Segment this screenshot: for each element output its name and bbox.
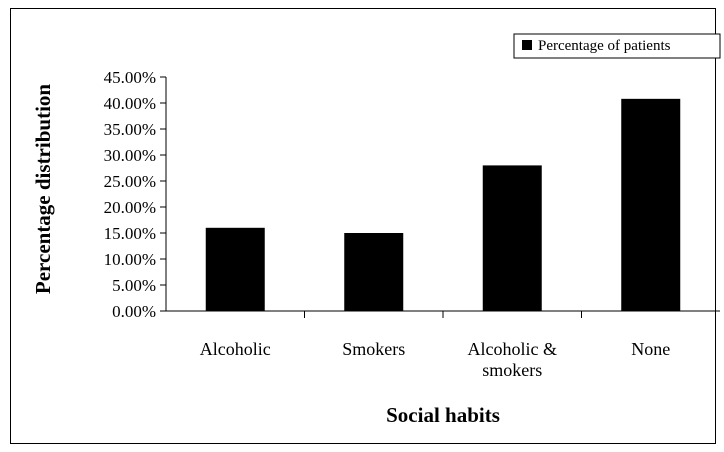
- y-tick-label: 15.00%: [104, 224, 156, 243]
- y-tick-label: 0.00%: [112, 302, 156, 321]
- y-axis: 0.00% 5.00% 10.00% 15.00% 20.00% 25.00% 30.00%…: [104, 68, 167, 321]
- bars: [205, 98, 681, 311]
- y-tick-label: 45.00%: [104, 68, 156, 87]
- bar-smokers: [344, 233, 404, 311]
- x-axis: Alcoholic Smokers Alcoholic & smokers None: [166, 310, 720, 380]
- x-tick-label: Alcoholic & smokers: [468, 339, 557, 380]
- legend: Percentage of patients: [513, 33, 721, 59]
- legend-box: [513, 33, 721, 59]
- legend-swatch: [522, 40, 532, 50]
- chart-frame: [10, 8, 716, 444]
- x-axis-title: Social habits: [386, 403, 500, 427]
- y-tick-label: 10.00%: [104, 250, 156, 269]
- x-tick-label: Smokers: [342, 339, 405, 359]
- bar-none: [621, 98, 681, 311]
- x-tick-label: None: [631, 339, 670, 359]
- y-tick-label: 30.00%: [104, 146, 156, 165]
- y-tick-label: 5.00%: [112, 276, 156, 295]
- y-tick-label: 35.00%: [104, 120, 156, 139]
- bar-alcoholic-smokers: [482, 165, 542, 311]
- y-axis-title: Percentage distribution: [31, 84, 55, 294]
- y-tick-label: 40.00%: [104, 94, 156, 113]
- x-tick-label: Alcoholic: [200, 339, 271, 359]
- y-tick-label: 25.00%: [104, 172, 156, 191]
- bar-alcoholic: [205, 227, 265, 311]
- legend-label: Percentage of patients: [538, 38, 671, 54]
- y-tick-label: 20.00%: [104, 198, 156, 217]
